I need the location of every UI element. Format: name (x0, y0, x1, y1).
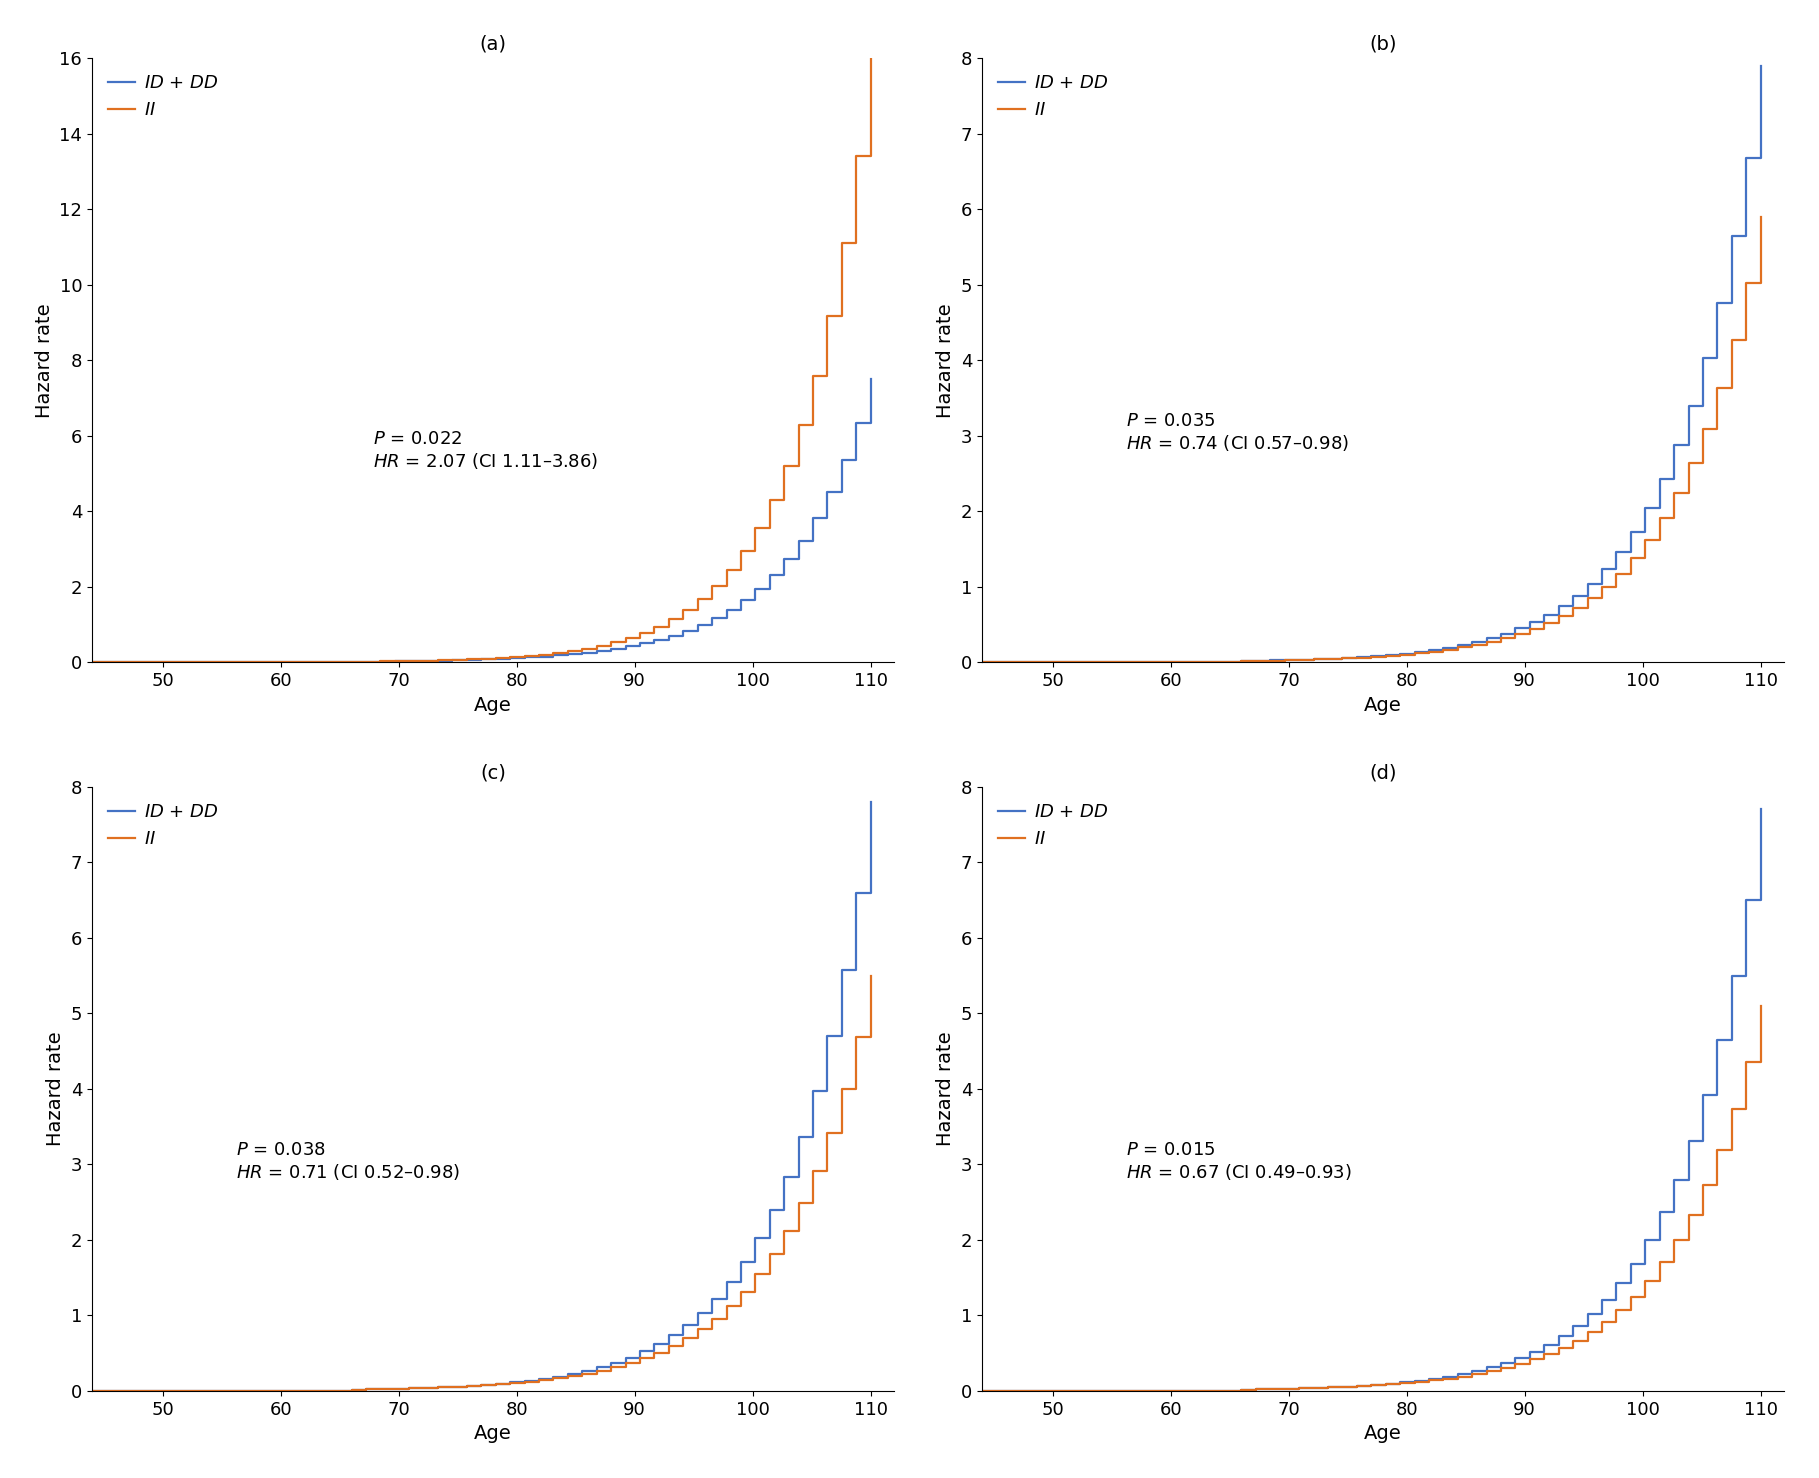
Text: $\mathit{P}$ = 0.015
$\mathit{HR}$ = 0.67 (CI 0.49–0.93): $\mathit{P}$ = 0.015 $\mathit{HR}$ = 0.6… (1126, 1141, 1352, 1182)
Y-axis label: Hazard rate: Hazard rate (35, 303, 55, 418)
Legend: $\mathit{ID}$ + $\mathit{DD}$, $\mathit{II}$: $\mathit{ID}$ + $\mathit{DD}$, $\mathit{… (991, 795, 1115, 856)
Y-axis label: Hazard rate: Hazard rate (937, 1032, 955, 1145)
Legend: $\mathit{ID}$ + $\mathit{DD}$, $\mathit{II}$: $\mathit{ID}$ + $\mathit{DD}$, $\mathit{… (100, 795, 226, 856)
X-axis label: Age: Age (475, 1425, 511, 1444)
Legend: $\mathit{ID}$ + $\mathit{DD}$, $\mathit{II}$: $\mathit{ID}$ + $\mathit{DD}$, $\mathit{… (100, 67, 226, 127)
Title: (b): (b) (1370, 34, 1397, 53)
X-axis label: Age: Age (1364, 1425, 1402, 1444)
Title: (d): (d) (1370, 763, 1397, 782)
Text: $\mathit{P}$ = 0.022
$\mathit{HR}$ = 2.07 (CI 1.11–3.86): $\mathit{P}$ = 0.022 $\mathit{HR}$ = 2.0… (373, 430, 598, 471)
Text: $\mathit{P}$ = 0.035
$\mathit{HR}$ = 0.74 (CI 0.57–0.98): $\mathit{P}$ = 0.035 $\mathit{HR}$ = 0.7… (1126, 412, 1350, 454)
X-axis label: Age: Age (475, 696, 511, 715)
Y-axis label: Hazard rate: Hazard rate (45, 1032, 65, 1145)
Title: (c): (c) (480, 763, 506, 782)
Title: (a): (a) (480, 34, 508, 53)
Y-axis label: Hazard rate: Hazard rate (937, 303, 955, 418)
Text: $\mathit{P}$ = 0.038
$\mathit{HR}$ = 0.71 (CI 0.52–0.98): $\mathit{P}$ = 0.038 $\mathit{HR}$ = 0.7… (236, 1141, 460, 1182)
Legend: $\mathit{ID}$ + $\mathit{DD}$, $\mathit{II}$: $\mathit{ID}$ + $\mathit{DD}$, $\mathit{… (991, 67, 1115, 127)
X-axis label: Age: Age (1364, 696, 1402, 715)
